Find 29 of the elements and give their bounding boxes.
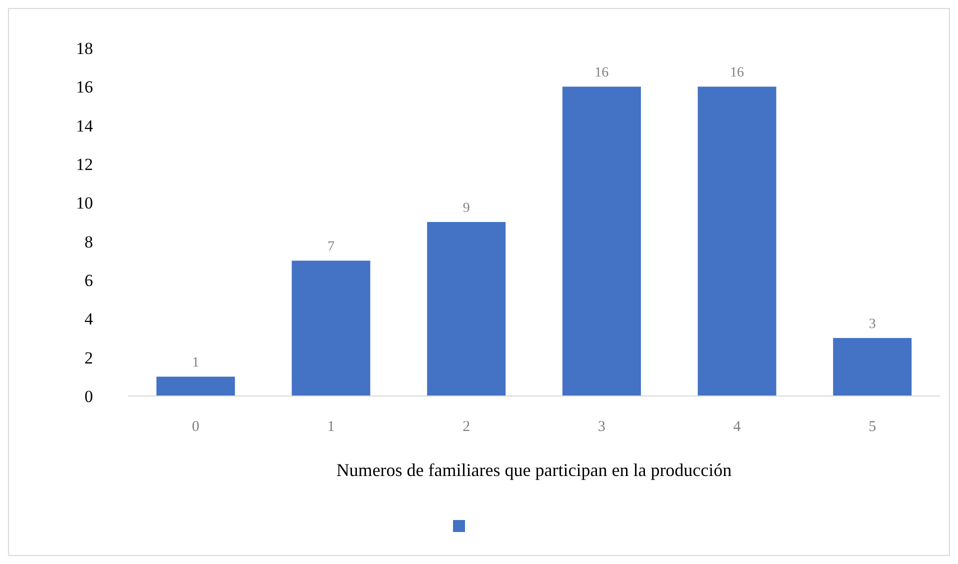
data-label: 16	[594, 66, 609, 81]
data-label: 1	[192, 356, 200, 371]
x-tick-label: 0	[192, 419, 200, 435]
y-tick-label: 16	[76, 78, 93, 97]
y-tick-label: 10	[76, 194, 93, 213]
bar	[427, 222, 506, 396]
data-label: 16	[730, 66, 744, 81]
bar	[833, 338, 912, 396]
y-tick-label: 12	[76, 154, 93, 174]
bar	[562, 86, 641, 396]
y-tick-label: 4	[84, 310, 94, 329]
y-tick-label: 0	[84, 386, 93, 406]
x-tick-label: 3	[598, 419, 606, 435]
x-tick-label: 1	[327, 419, 335, 435]
x-tick-label: 2	[462, 419, 470, 435]
y-tick-label: 8	[84, 232, 93, 252]
x-axis-title: Numeros de familiares que participan en la producción	[336, 460, 732, 480]
x-tick-label: 5	[868, 419, 876, 435]
y-tick-label: 18	[76, 38, 93, 58]
y-tick-label: 2	[84, 348, 93, 368]
y-tick-label: 14	[76, 116, 94, 136]
bar	[156, 376, 235, 396]
x-tick-label: 4	[733, 419, 742, 435]
y-tick-label: 6	[84, 270, 93, 290]
data-label: 9	[462, 201, 470, 216]
bar	[292, 260, 370, 396]
bar	[698, 86, 776, 396]
data-label: 3	[868, 317, 876, 332]
data-label: 7	[328, 240, 334, 255]
